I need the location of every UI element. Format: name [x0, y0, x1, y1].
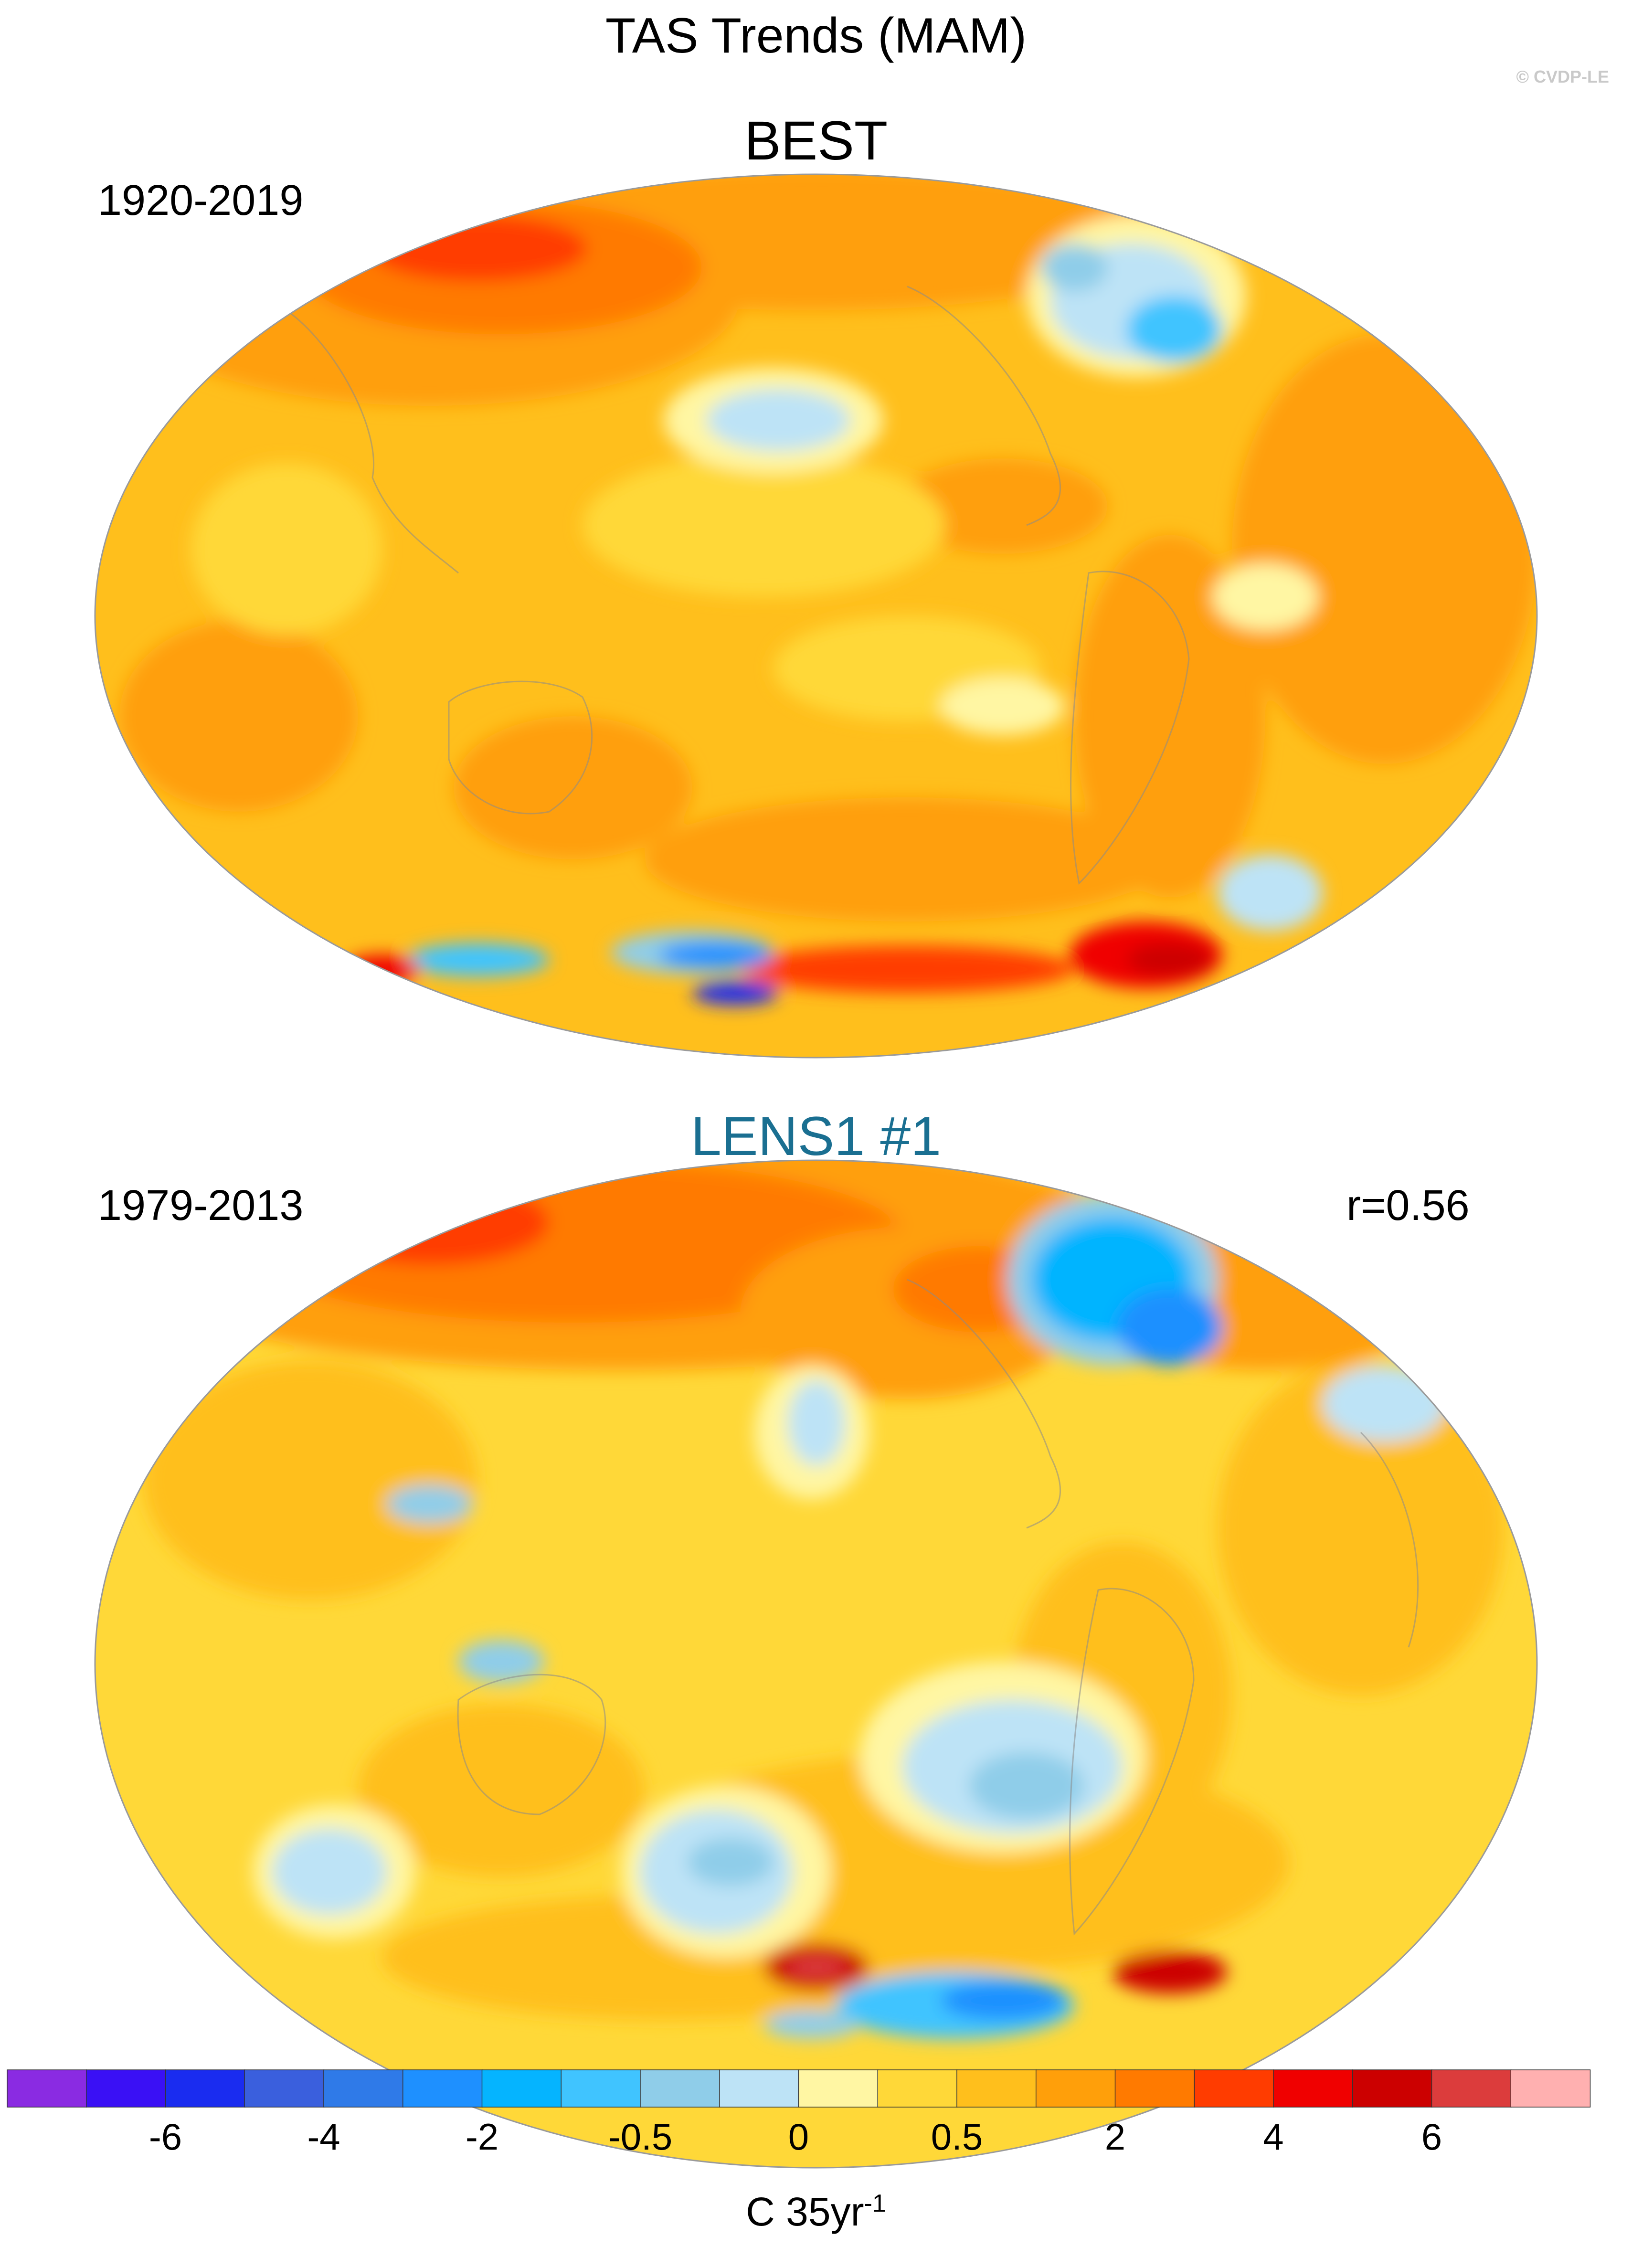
- panel-2-title: LENS1 #1: [690, 1106, 942, 1167]
- colorbar-swatch: [244, 2069, 325, 2108]
- colorbar-swatch: [1114, 2069, 1195, 2108]
- colorbar-tick-label: -0.5: [608, 2116, 673, 2158]
- colorbar-swatch: [956, 2069, 1037, 2108]
- colorbar-tick-label: -6: [148, 2116, 182, 2158]
- colorbar-tick-label: -4: [307, 2116, 340, 2158]
- credit-watermark: © CVDP-LE: [1516, 67, 1609, 86]
- map-best-border: [94, 173, 1538, 1059]
- colorbar-swatch: [7, 2069, 87, 2108]
- colorbar-tick-label: 0.5: [931, 2116, 983, 2158]
- figure-title: TAS Trends (MAM): [605, 8, 1027, 64]
- colorbar-tick-label: 6: [1421, 2116, 1442, 2158]
- colorbar-swatch: [798, 2069, 879, 2108]
- colorbar-swatch: [877, 2069, 958, 2108]
- colorbar-swatch: [323, 2069, 403, 2108]
- colorbar-swatch: [403, 2069, 483, 2108]
- map-lens1-coastlines: [457, 1279, 1419, 1936]
- map-lens1-anomalies: [95, 1160, 1504, 2039]
- colorbar-units: C 35yr-1: [746, 2189, 886, 2234]
- colorbar-swatch: [1431, 2069, 1512, 2108]
- colorbar-swatch: [1273, 2069, 1353, 2108]
- colorbar-swatch: [1194, 2069, 1274, 2108]
- map-lens1-border: [94, 1159, 1538, 2169]
- map-best-coastlines: [286, 286, 1190, 885]
- colorbar-swatch: [481, 2069, 562, 2108]
- colorbar-swatch: [86, 2069, 166, 2108]
- colorbar-swatch: [640, 2069, 720, 2108]
- map-best: [95, 174, 1537, 1058]
- panel-1-period: 1920-2019: [98, 177, 304, 224]
- panel-2-period: 1979-2013: [98, 1182, 304, 1229]
- panel-1-title: BEST: [744, 110, 888, 171]
- colorbar-swatch: [561, 2069, 641, 2108]
- colorbar-tick-label: 4: [1263, 2116, 1284, 2158]
- colorbar-swatch: [1036, 2069, 1116, 2108]
- map-lens1: [95, 1160, 1537, 2168]
- colorbar-tick-label: -2: [465, 2116, 499, 2158]
- colorbar-swatch: [1352, 2069, 1432, 2108]
- colorbar-tick-label: 2: [1104, 2116, 1126, 2158]
- colorbar: [7, 2069, 1591, 2108]
- colorbar-swatch: [719, 2069, 799, 2108]
- panel-2-correlation: r=0.56: [1346, 1182, 1470, 1229]
- colorbar-tick-label: 0: [788, 2116, 809, 2158]
- colorbar-swatch: [1510, 2069, 1591, 2108]
- colorbar-swatch: [165, 2069, 245, 2108]
